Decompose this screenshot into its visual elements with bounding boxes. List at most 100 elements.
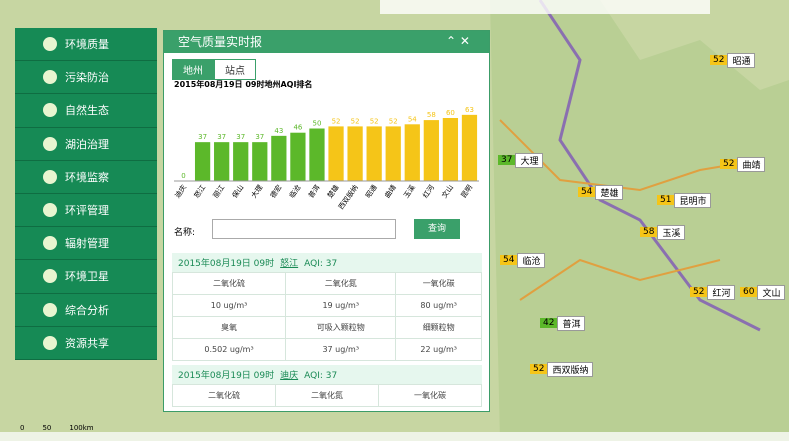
menu-item[interactable]: 环境质量 [15, 28, 157, 62]
map-marker[interactable]: 52 西双版纳 [530, 361, 594, 377]
menu-icon [43, 236, 57, 251]
menu-item[interactable]: 湖泊治理 [15, 127, 157, 161]
map-marker[interactable]: 54 临沧 [500, 252, 546, 268]
menu-item[interactable]: 辐射管理 [15, 227, 157, 261]
menu-icon [43, 335, 57, 350]
bar [461, 114, 478, 181]
row: 臭氧 可吸入颗粒物 细颗粒物 [171, 316, 482, 339]
menu-label: 污染防治 [65, 71, 109, 85]
menu-item[interactable]: 资源共享 [15, 326, 157, 360]
record-time: 2015年08月19日 09时 [178, 259, 275, 269]
record-header: 2015年08月19日 09时 迪庆 AQI: 37 [172, 365, 482, 384]
tab[interactable]: 地州 [172, 59, 214, 80]
search-button[interactable]: 查询 [414, 219, 460, 239]
x-tick-label: 红河 [421, 183, 436, 200]
bar [347, 126, 363, 181]
row: 二氧化硫 二氧化氮 一氧化碳 [171, 272, 482, 295]
bar [423, 120, 439, 181]
tabs: 地州 站点 [172, 59, 256, 80]
marker-aqi: 52 [710, 55, 728, 65]
x-tick-label: 保山 [230, 183, 245, 200]
marker-name: 普洱 [557, 315, 586, 331]
menu-item[interactable]: 自然生态 [15, 94, 157, 128]
marker-aqi: 52 [530, 364, 548, 374]
menu-label: 环境质量 [65, 38, 109, 52]
menu-item[interactable]: 污染防治 [15, 61, 157, 95]
search-input[interactable] [212, 219, 396, 239]
value-label: 37 [217, 133, 226, 141]
record-aqi: AQI: 37 [304, 259, 338, 269]
bar [214, 142, 230, 181]
chart: 2015年08月19日 09时地州AQI排名 0 迪庆 37 怒江 37 丽江 37 保山 37… [173, 79, 479, 211]
x-tick-label: 楚雄 [325, 183, 340, 200]
bar [252, 142, 268, 181]
value-label: 52 [370, 117, 379, 125]
close-button[interactable]: ⌃ ✕ [446, 34, 470, 48]
x-tick-label: 大理 [249, 183, 264, 200]
map-marker[interactable]: 60 文山 [740, 284, 786, 300]
map-marker[interactable]: 52 红河 [690, 284, 736, 300]
marker-name: 玉溪 [657, 224, 686, 240]
menu-item[interactable]: 环评管理 [15, 193, 157, 228]
map-marker[interactable]: 52 曲靖 [720, 156, 766, 172]
x-tick-label: 怒江 [192, 183, 207, 200]
marker-aqi: 52 [690, 287, 708, 297]
search-label: 名称: [174, 228, 196, 238]
menu-label: 综合分析 [65, 303, 109, 317]
value-label: 60 [446, 109, 455, 117]
map-marker[interactable]: 37 大理 [498, 152, 544, 168]
map-marker[interactable]: 42 普洱 [540, 315, 586, 331]
pollutant-value: 10 ug/m³ [171, 294, 287, 317]
menu-item[interactable]: 综合分析 [15, 293, 157, 327]
pollutant-value: 37 ug/m³ [285, 338, 397, 361]
map-marker[interactable]: 54 楚雄 [578, 184, 624, 200]
pollutant-value: 22 ug/m³ [395, 338, 482, 361]
pollutant-name: 臭氧 [171, 316, 287, 339]
marker-name: 昭通 [727, 52, 756, 68]
tab[interactable]: 站点 [214, 59, 256, 80]
map-marker[interactable]: 51 昆明市 [657, 192, 712, 208]
record-aqi: AQI: 37 [304, 371, 338, 381]
x-tick-label: 迪庆 [173, 183, 188, 200]
row: 10 ug/m³ 19 ug/m³ 80 ug/m³ [171, 294, 482, 317]
marker-aqi: 37 [498, 155, 516, 165]
menu-icon [43, 70, 57, 85]
x-tick-label: 玉溪 [402, 183, 417, 200]
chart-title: 2015年08月19日 09时地州AQI排名 [174, 79, 312, 89]
marker-aqi: 51 [657, 195, 675, 205]
menu-item[interactable]: 环境监察 [15, 160, 157, 194]
bar [194, 142, 211, 181]
menu-icon [43, 269, 57, 284]
panel: 空气质量实时报 ⌃ ✕ 地州 站点 2015年08月19日 09时地州AQI排名 … [163, 30, 490, 412]
menu-label: 湖泊治理 [65, 137, 109, 151]
marker-aqi: 54 [578, 187, 596, 197]
value-label: 52 [389, 117, 398, 125]
x-tick-label: 西双版纳 [336, 183, 359, 211]
menu-item[interactable]: 环境卫星 [15, 260, 157, 294]
panel-title: 空气质量实时报 [164, 31, 489, 53]
record-table: 二氧化硫 二氧化氮 一氧化碳 10 ug/m³ 19 ug/m³ 80 ug/m³ 臭氧 可吸… [171, 272, 482, 361]
row: 二氧化硫 二氧化氮 一氧化碳 [172, 384, 482, 407]
x-tick-label: 文山 [440, 183, 455, 200]
marker-aqi: 60 [740, 287, 758, 297]
menu-icon [43, 302, 57, 317]
record-time: 2015年08月19日 09时 [178, 371, 275, 381]
scale-label: 50 [42, 424, 52, 432]
value-label: 46 [293, 124, 302, 132]
value-label: 43 [274, 127, 283, 135]
menu-icon [43, 203, 57, 218]
bar [404, 124, 420, 181]
value-label: 0 [181, 172, 185, 180]
pollutant-name: 细颗粒物 [395, 316, 482, 339]
menu-label: 环评管理 [65, 204, 109, 218]
menu-label: 环境卫星 [65, 270, 109, 284]
pollutant-value: 19 ug/m³ [285, 294, 397, 317]
map-marker[interactable]: 58 玉溪 [640, 224, 686, 240]
marker-name: 西双版纳 [547, 361, 594, 377]
x-tick-label: 临沧 [287, 183, 302, 200]
pollutant-value: 80 ug/m³ [395, 294, 482, 317]
bar [309, 128, 325, 181]
record-place: 迪庆 [280, 371, 299, 381]
map-marker[interactable]: 52 昭通 [710, 52, 756, 68]
